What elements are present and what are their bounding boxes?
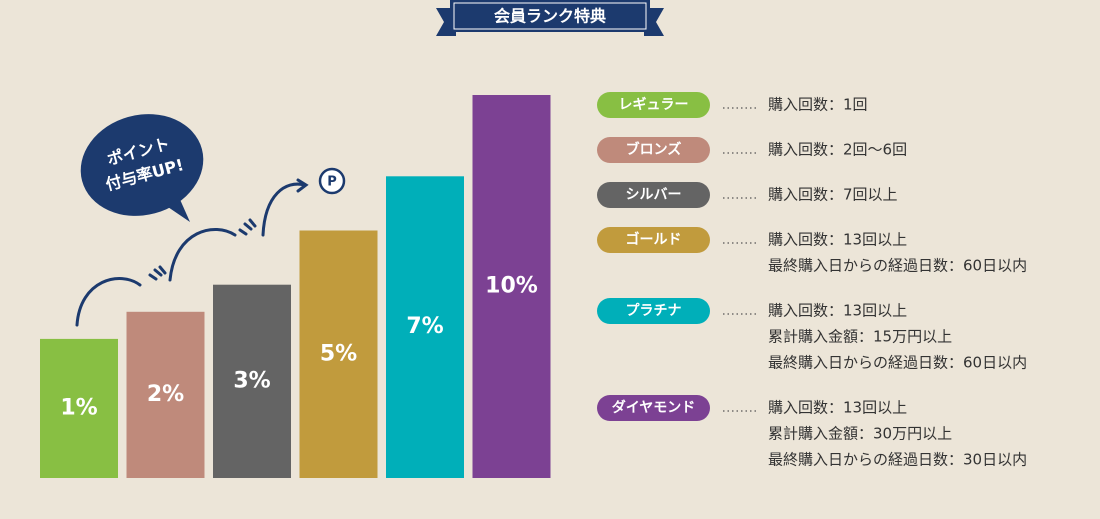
rank-condition: 最終購入日からの経過日数：60日以内: [768, 354, 1027, 372]
rank-name: シルバー: [626, 187, 682, 203]
rank-name: ゴールド: [626, 231, 682, 248]
rank-condition: 最終購入日からの経過日数：60日以内: [768, 257, 1027, 275]
rank-condition: 購入回数：2回〜6回: [768, 141, 907, 159]
rank-pill: [597, 137, 710, 163]
title-banner: [436, 0, 664, 36]
bar: [213, 284, 291, 478]
value-label: 7%: [406, 314, 443, 339]
rank-condition: 購入回数：1回: [768, 96, 868, 114]
rank-pill: [597, 298, 710, 324]
rank-name: ブロンズ: [626, 141, 682, 158]
value-label: 10%: [485, 274, 538, 299]
value-label: 5%: [320, 341, 357, 366]
bar: [126, 311, 205, 478]
bar: [40, 338, 118, 478]
rank-condition: 購入回数：13回以上: [768, 399, 907, 417]
rank-condition: 購入回数：7回以上: [768, 186, 898, 204]
arrows: [75, 178, 309, 327]
callout-bubble: [80, 114, 204, 222]
rank-name: レギュラー: [619, 96, 689, 113]
rank-condition: 累計購入金額：30万円以上: [768, 425, 952, 443]
bar: [386, 176, 464, 479]
value-label: 3%: [233, 368, 270, 393]
rank-condition: 購入回数：13回以上: [768, 302, 907, 320]
value-label: 1%: [60, 395, 97, 420]
svg-text:P: P: [327, 175, 337, 190]
rank-pill: [597, 395, 710, 421]
rank-pill: [597, 182, 710, 208]
chart-title: 会員ランク特典: [494, 7, 606, 26]
value-label: 2%: [147, 382, 184, 407]
rank-condition: 累計購入金額：15万円以上: [768, 328, 952, 346]
bar: [472, 95, 551, 478]
rank-pill: [597, 92, 710, 118]
rank-name: プラチナ: [626, 303, 682, 319]
point-icon: P: [318, 167, 346, 195]
rank-name: ダイヤモンド: [612, 399, 696, 416]
rank-condition: 購入回数：13回以上: [768, 231, 907, 249]
bar: [299, 230, 378, 478]
rank-condition: 最終購入日からの経過日数：30日以内: [768, 451, 1027, 469]
rank-pill: [597, 227, 710, 253]
